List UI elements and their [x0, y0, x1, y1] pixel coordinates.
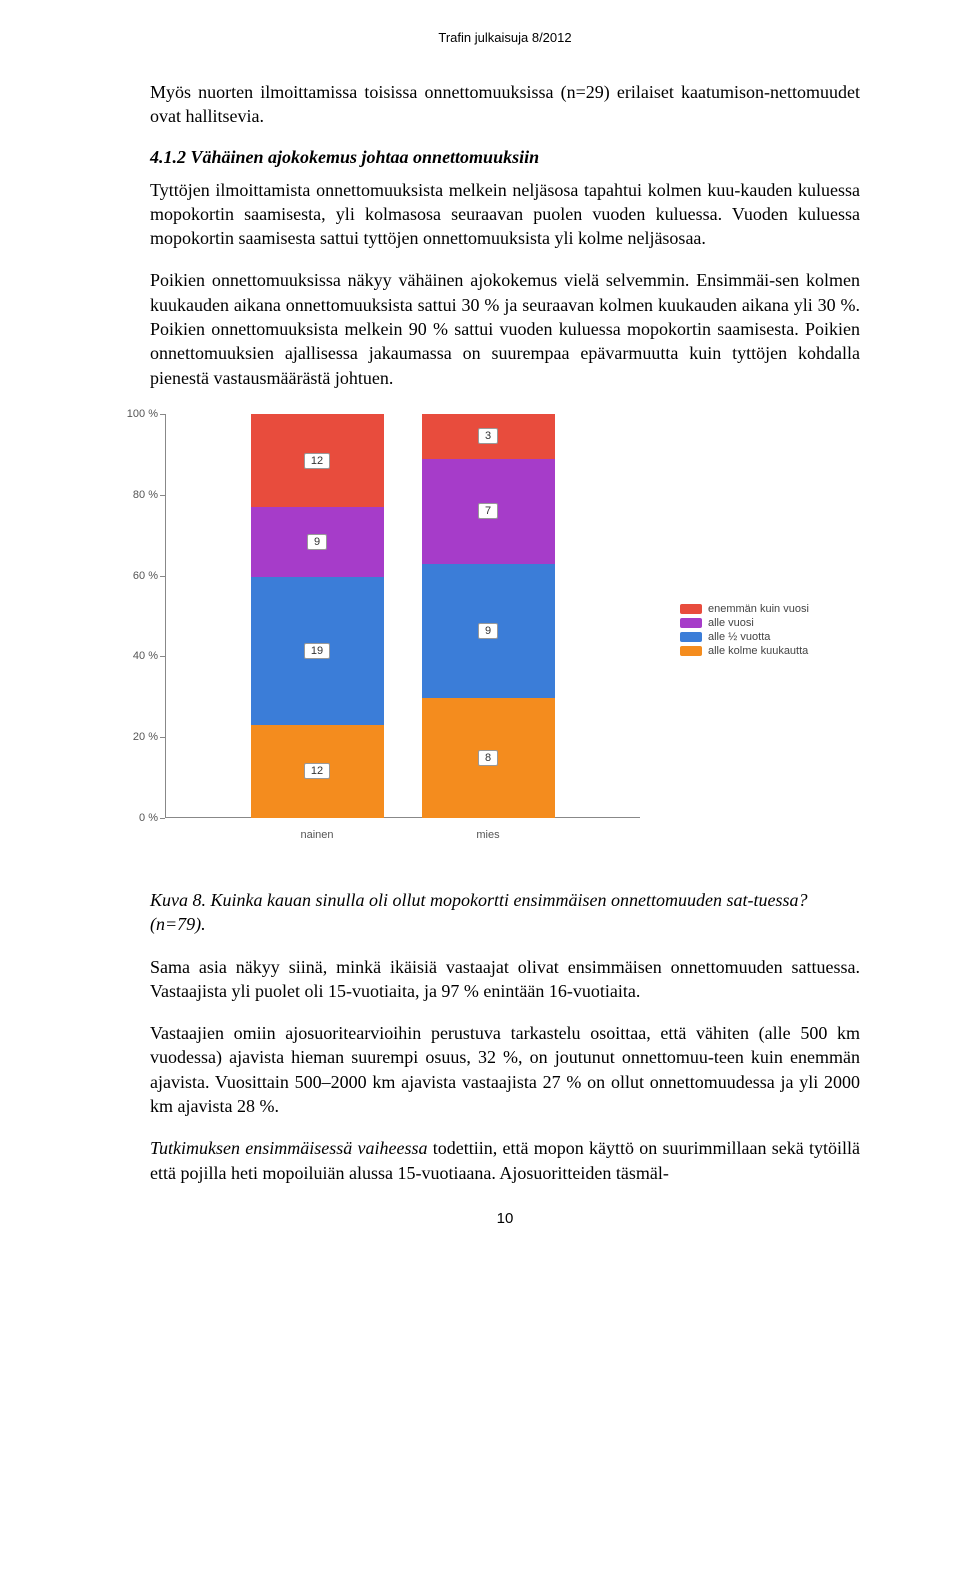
page-header: Trafin julkaisuja 8/2012	[150, 30, 860, 45]
chart-bar-segment: 12	[251, 725, 384, 818]
chart-xtick-label: nainen	[300, 829, 333, 841]
stacked-bar-chart: 12 19 9 12 8 9 7 3 0 % 20 % 40 % 60 % 80 % 100 % nain…	[110, 408, 860, 853]
chart-legend-label: alle vuosi	[708, 617, 754, 629]
chart-legend-swatch	[680, 646, 702, 656]
chart-bar-column: 12 19 9 12	[251, 414, 384, 818]
page-number: 10	[150, 1210, 860, 1227]
chart-bar-segment: 9	[251, 507, 384, 577]
chart-legend-item: enemmän kuin vuosi	[680, 603, 809, 615]
paragraph: Myös nuorten ilmoittamissa toisissa onne…	[150, 80, 860, 129]
paragraph: Vastaajien omiin ajosuoritearvioihin per…	[150, 1021, 860, 1118]
chart-legend-label: enemmän kuin vuosi	[708, 603, 809, 615]
chart-legend-item: alle vuosi	[680, 617, 809, 629]
chart-ytick-label: 60 %	[110, 570, 158, 582]
chart-segment-value-label: 3	[478, 428, 498, 444]
chart-legend: enemmän kuin vuosi alle vuosi alle ½ vuott…	[680, 601, 809, 659]
figure-caption: Kuva 8. Kuinka kauan sinulla oli ollut m…	[150, 888, 860, 937]
section-body: Tyttöjen ilmoittamista onnettomuuksista …	[150, 178, 860, 390]
chart-ytick-mark	[160, 414, 165, 415]
chart-bar-segment: 3	[422, 414, 555, 459]
chart-legend-item: alle ½ vuotta	[680, 631, 809, 643]
chart-bar-segment: 8	[422, 698, 555, 818]
chart-segment-value-label: 9	[478, 623, 498, 639]
chart-bar-segment: 12	[251, 414, 384, 507]
chart-legend-swatch	[680, 604, 702, 614]
chart-ytick-mark	[160, 737, 165, 738]
chart-segment-value-label: 9	[307, 534, 327, 550]
chart-ytick-label: 20 %	[110, 731, 158, 743]
paragraph: Tyttöjen ilmoittamista onnettomuuksista …	[150, 178, 860, 251]
chart-legend-label: alle ½ vuotta	[708, 631, 770, 643]
chart-ytick-mark	[160, 576, 165, 577]
paragraph: Tutkimuksen ensimmäisessä vaiheessa tode…	[150, 1136, 860, 1185]
italic-run: Tutkimuksen ensimmäisessä vaiheessa	[150, 1138, 428, 1158]
chart-segment-value-label: 19	[304, 643, 330, 659]
chart-plot-area: 12 19 9 12 8 9 7 3 0 % 20 % 40 % 60 % 80 % 100 % nain…	[110, 408, 650, 853]
chart-xtick-label: mies	[476, 829, 499, 841]
chart-ytick-label: 0 %	[110, 812, 158, 824]
chart-legend-item: alle kolme kuukautta	[680, 645, 809, 657]
chart-legend-swatch	[680, 632, 702, 642]
chart-segment-value-label: 7	[478, 503, 498, 519]
chart-bar-segment: 9	[422, 564, 555, 699]
paragraph: Sama asia näkyy siinä, minkä ikäisiä vas…	[150, 955, 860, 1004]
chart-ytick-mark	[160, 656, 165, 657]
chart-segment-value-label: 8	[478, 750, 498, 766]
chart-ytick-mark	[160, 495, 165, 496]
chart-ytick-label: 40 %	[110, 650, 158, 662]
chart-bar-segment: 19	[251, 577, 384, 725]
paragraph: Poikien onnettomuuksissa näkyy vähäinen …	[150, 268, 860, 389]
chart-ytick-label: 100 %	[110, 408, 158, 420]
chart-bars-area: 12 19 9 12 8 9 7 3	[165, 414, 640, 818]
section-heading: 4.1.2 Vähäinen ajokokemus johtaa onnetto…	[150, 147, 860, 168]
chart-ytick-label: 80 %	[110, 489, 158, 501]
chart-segment-value-label: 12	[304, 763, 330, 779]
page: Trafin julkaisuja 8/2012 Myös nuorten il…	[0, 0, 960, 1257]
chart-segment-value-label: 12	[304, 453, 330, 469]
chart-legend-label: alle kolme kuukautta	[708, 645, 808, 657]
chart-ytick-mark	[160, 818, 165, 819]
chart-bar-segment: 7	[422, 459, 555, 564]
chart-bar-column: 8 9 7 3	[422, 414, 555, 818]
chart-legend-swatch	[680, 618, 702, 628]
